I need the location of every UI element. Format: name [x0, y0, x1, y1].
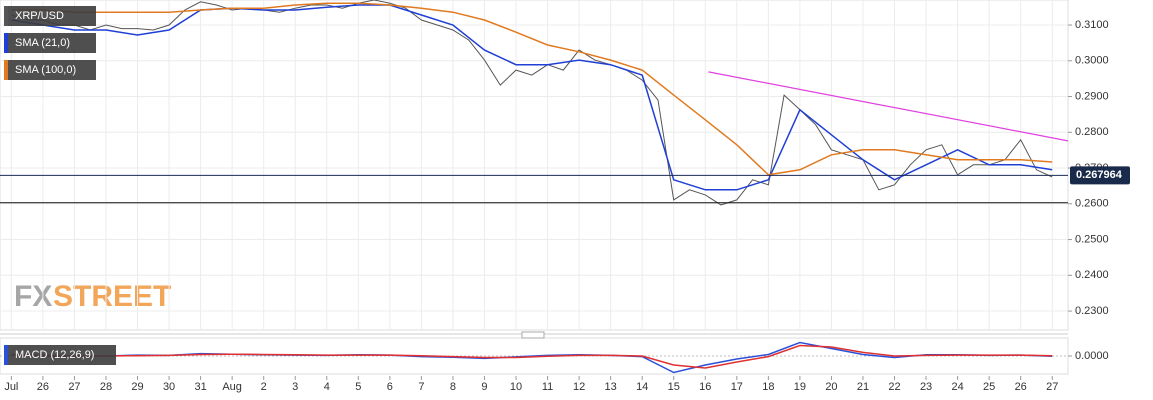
legend-swatch	[4, 60, 8, 80]
x-tick-label: 10	[510, 381, 522, 393]
x-tick-label: 30	[163, 381, 175, 393]
legend-box	[4, 60, 96, 80]
x-tick-label: 21	[857, 381, 869, 393]
legend-swatch	[4, 6, 8, 26]
legend-box	[4, 345, 116, 365]
legend-swatch	[4, 33, 8, 53]
x-tick-label: 13	[605, 381, 617, 393]
y-tick-label: 0.3100	[1075, 19, 1109, 31]
x-tick-label: 14	[636, 381, 648, 393]
legend-label: MACD (12,26,9)	[15, 349, 94, 361]
x-tick-label: 26	[37, 381, 49, 393]
legend-label: SMA (100,0)	[15, 64, 76, 76]
x-tick-label: 20	[825, 381, 837, 393]
x-tick-label: 11	[542, 381, 553, 393]
y-tick-label: 0.2400	[1075, 269, 1109, 281]
legend-item: XRP/USD	[4, 6, 96, 26]
x-tick-label: 7	[418, 381, 424, 393]
watermark-street: STREET	[53, 280, 171, 313]
x-tick-label: 9	[481, 381, 487, 393]
x-tick-label: 22	[888, 381, 900, 393]
last-price-label: 0.267964	[1076, 169, 1123, 181]
legend-box	[4, 33, 96, 53]
plot-layer	[0, 341, 1068, 374]
y-tick-label: 0.2900	[1075, 90, 1109, 102]
legend-label: SMA (21,0)	[15, 37, 70, 49]
plot-layer	[0, 0, 1068, 330]
series-line	[11, 2, 1053, 176]
x-tick-label: 2	[261, 381, 267, 393]
trend-line	[708, 71, 1068, 142]
x-tick-label: Aug	[222, 381, 242, 393]
watermark-fx: FX	[14, 280, 52, 313]
x-tick-label: 4	[324, 381, 330, 393]
legend-item: MACD (12,26,9)	[4, 345, 116, 365]
x-tick-label: 17	[731, 381, 743, 393]
x-tick-label: 31	[194, 381, 206, 393]
x-tick-label: 19	[794, 381, 806, 393]
y-tick-label: 0.3000	[1075, 55, 1109, 67]
y-tick-label: 0.2600	[1075, 198, 1109, 210]
legend-label: XRP/USD	[15, 10, 64, 22]
legend-item: SMA (100,0)	[4, 60, 96, 80]
x-tick-label: 24	[951, 381, 963, 393]
series-line	[11, 4, 1053, 191]
x-tick-label: 29	[131, 381, 143, 393]
x-tick-label: 16	[699, 381, 711, 393]
y-tick-label: 0.2800	[1075, 126, 1109, 138]
x-tick-label: 26	[1015, 381, 1027, 393]
y-tick-label: 0.0000	[1075, 350, 1109, 362]
y-tick-label: 0.2300	[1075, 305, 1109, 317]
pane-handle[interactable]	[521, 331, 545, 339]
x-tick-label: 15	[668, 381, 680, 393]
x-tick-label: 6	[387, 381, 393, 393]
legend-box	[4, 6, 96, 26]
x-tick-label: 28	[100, 381, 112, 393]
x-tick-label: 27	[1046, 381, 1058, 393]
legend-swatch	[4, 345, 8, 365]
x-tick-label: 25	[983, 381, 995, 393]
legend-item: SMA (21,0)	[4, 33, 96, 53]
x-tick-label: 27	[68, 381, 80, 393]
y-tick-label: 0.2500	[1075, 233, 1109, 245]
x-tick-label: 18	[762, 381, 774, 393]
series-line	[11, 0, 1053, 206]
x-tick-label: 23	[920, 381, 932, 393]
last-price-box	[1070, 166, 1130, 185]
x-tick-label: Jul	[4, 381, 18, 393]
x-tick-label: 12	[573, 381, 585, 393]
x-tick-label: 5	[355, 381, 361, 393]
series-line	[11, 344, 1053, 369]
x-tick-label: 8	[450, 381, 456, 393]
x-tick-label: 3	[292, 381, 298, 393]
